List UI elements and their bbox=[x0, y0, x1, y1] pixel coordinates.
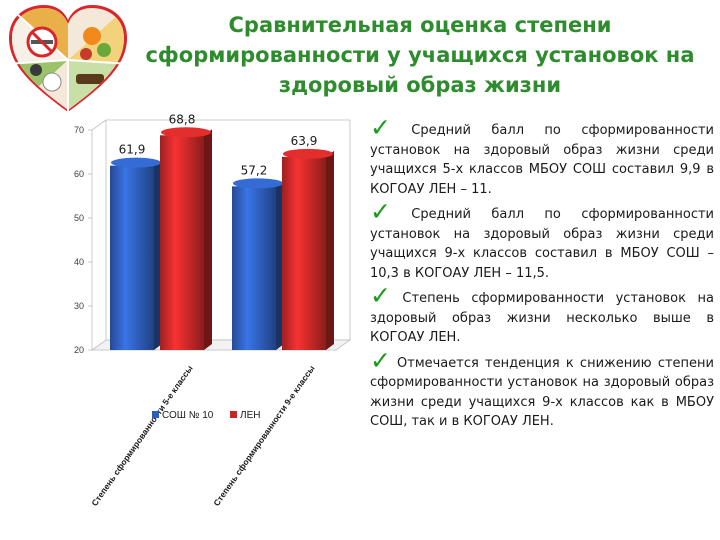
x-category-label: Степень сформированности 9-е классы bbox=[211, 363, 316, 507]
summary-bullet: ✓ Степень сформированности установок на з… bbox=[370, 281, 714, 345]
heart-healthy-lifestyle-logo-icon bbox=[6, 4, 130, 116]
bar bbox=[160, 127, 212, 350]
data-label: 57,2 bbox=[241, 163, 268, 177]
legend-entry: СОШ № 10 bbox=[152, 410, 214, 421]
page-title: Сравнительная оценка степени сформирован… bbox=[145, 13, 695, 97]
checkmark-icon: ✓ bbox=[370, 113, 408, 142]
y-tick-label: 70 bbox=[74, 125, 84, 135]
bar bbox=[110, 157, 162, 350]
legend-swatch bbox=[152, 411, 159, 418]
data-label: 68,8 bbox=[169, 112, 196, 126]
data-label: 63,9 bbox=[291, 134, 318, 148]
data-label: 61,9 bbox=[119, 143, 146, 157]
summary-bullet-list: ✓ Средний балл по сформированности устано… bbox=[370, 113, 714, 437]
y-tick-label: 60 bbox=[74, 169, 84, 179]
bar-chart: 20 30 40 50 60 70 61,9 68,8 Степень сформирован… bbox=[74, 112, 352, 508]
bar bbox=[282, 148, 334, 350]
summary-bullet: ✓ Отмечается тенденция к снижению степени… bbox=[370, 345, 714, 430]
summary-bullet: ✓ Средний балл по сформированности устано… bbox=[370, 113, 714, 197]
x-category-label: Степень сформированности 5-е классы bbox=[89, 363, 194, 507]
legend-entry: ЛЕН bbox=[230, 410, 260, 421]
checkmark-icon: ✓ bbox=[370, 281, 399, 310]
y-tick-label: 30 bbox=[74, 301, 84, 311]
checkmark-icon: ✓ bbox=[370, 197, 408, 226]
legend-label: ЛЕН bbox=[240, 410, 260, 421]
summary-bullet: ✓ Средний балл по сформированности устано… bbox=[370, 197, 714, 281]
legend-swatch bbox=[230, 411, 237, 418]
no-smoking-icon bbox=[26, 26, 58, 58]
y-tick-label: 20 bbox=[74, 345, 84, 355]
checkmark-icon: ✓ bbox=[370, 345, 394, 375]
bar bbox=[232, 178, 284, 350]
y-tick-label: 40 bbox=[74, 257, 84, 267]
legend-label: СОШ № 10 bbox=[162, 410, 214, 421]
y-tick-label: 50 bbox=[74, 213, 84, 223]
